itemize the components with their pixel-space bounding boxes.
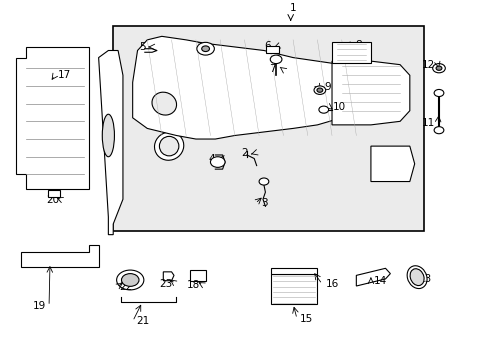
Text: 20: 20 (46, 195, 59, 205)
Text: 21: 21 (136, 316, 149, 327)
Polygon shape (163, 272, 174, 281)
Circle shape (121, 274, 139, 286)
Text: 7: 7 (269, 64, 275, 74)
Text: 17: 17 (58, 70, 71, 80)
Ellipse shape (152, 92, 176, 115)
Ellipse shape (154, 132, 183, 160)
Text: 13: 13 (418, 274, 431, 284)
Text: 10: 10 (332, 102, 345, 112)
Ellipse shape (149, 84, 183, 116)
Text: 15: 15 (300, 314, 313, 324)
Text: 14: 14 (373, 276, 386, 287)
Circle shape (270, 55, 282, 64)
Ellipse shape (409, 269, 423, 285)
Polygon shape (132, 36, 370, 139)
Text: 12: 12 (421, 60, 434, 70)
Text: 4: 4 (208, 153, 215, 163)
Text: 19: 19 (33, 301, 46, 311)
Circle shape (432, 64, 445, 73)
Circle shape (318, 106, 328, 113)
Circle shape (259, 178, 268, 185)
Circle shape (316, 88, 322, 92)
FancyBboxPatch shape (113, 26, 424, 231)
Text: 23: 23 (159, 279, 172, 288)
Text: 2: 2 (196, 42, 203, 52)
Text: 22: 22 (120, 282, 133, 292)
Bar (271, 274, 317, 304)
Text: 5: 5 (139, 42, 145, 52)
Polygon shape (21, 245, 99, 266)
FancyBboxPatch shape (331, 42, 370, 63)
Text: 11: 11 (421, 118, 434, 128)
Text: 9: 9 (324, 82, 331, 92)
Ellipse shape (159, 136, 179, 156)
Text: 1: 1 (289, 3, 296, 13)
Circle shape (116, 270, 143, 290)
Polygon shape (356, 268, 389, 286)
Bar (266, 46, 278, 53)
Ellipse shape (407, 266, 426, 289)
Ellipse shape (102, 114, 114, 157)
Text: 6: 6 (264, 41, 271, 51)
Polygon shape (99, 50, 122, 235)
Circle shape (433, 127, 443, 134)
Circle shape (313, 86, 325, 94)
Bar (190, 270, 205, 281)
Circle shape (210, 157, 224, 167)
Polygon shape (370, 146, 414, 181)
Text: 16: 16 (325, 279, 338, 289)
Text: 8: 8 (355, 40, 361, 50)
Circle shape (197, 42, 214, 55)
Polygon shape (16, 47, 89, 189)
Circle shape (433, 89, 443, 96)
Polygon shape (271, 268, 317, 274)
Polygon shape (331, 61, 409, 125)
Bar (47, 190, 60, 198)
Circle shape (435, 66, 441, 70)
Circle shape (201, 46, 209, 51)
Text: 3: 3 (261, 198, 268, 208)
Text: 2: 2 (241, 148, 247, 158)
Text: 18: 18 (186, 280, 200, 290)
